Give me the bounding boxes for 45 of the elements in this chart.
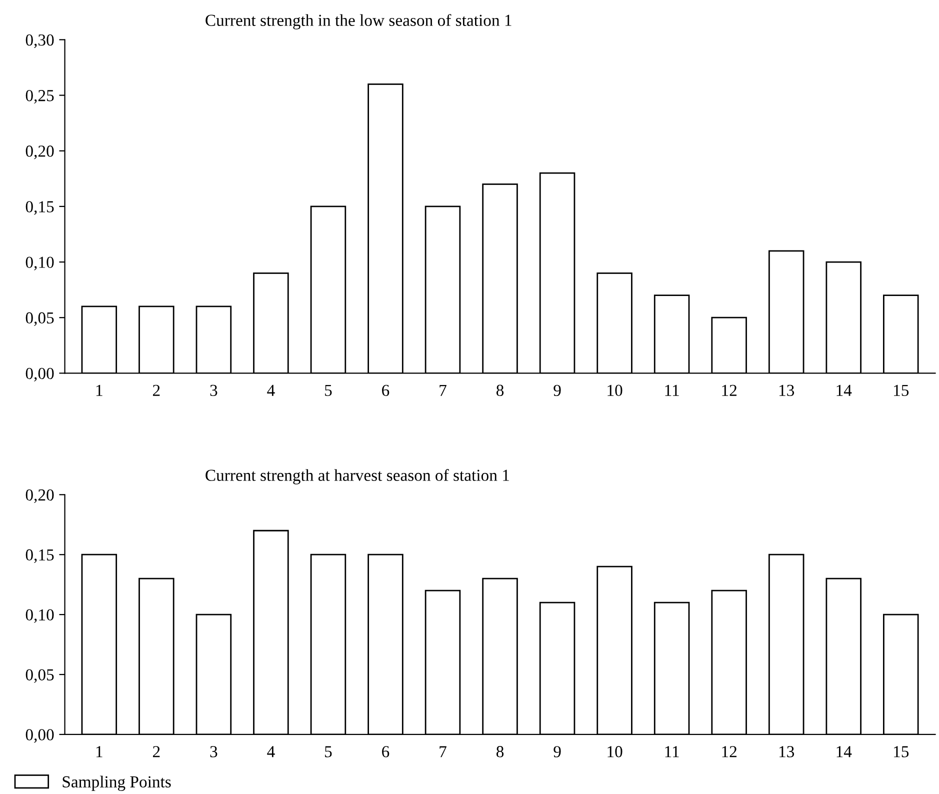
y-tick-label: 0,05 xyxy=(26,312,54,326)
x-tick-label: 9 xyxy=(554,384,561,396)
x-tick-label: 1 xyxy=(96,384,102,396)
y-tick-label: 0,25 xyxy=(26,90,54,104)
x-tick-label: 11 xyxy=(665,746,679,758)
x-tick-label: 4 xyxy=(267,746,275,758)
x-tick-label: 2 xyxy=(152,384,160,396)
x-tick-label: 8 xyxy=(496,746,504,758)
y-tick-label: 0,20 xyxy=(26,146,54,160)
x-tick-label: 3 xyxy=(210,746,218,758)
x-tick-label: 13 xyxy=(779,384,794,396)
y-tick-label: 0,30 xyxy=(26,34,54,48)
x-tick-label: 10 xyxy=(608,384,622,396)
x-tick-label: 8 xyxy=(496,384,504,396)
x-tick-label: 2 xyxy=(152,746,160,758)
y-tick-label: 0,10 xyxy=(26,609,54,623)
x-tick-label: 15 xyxy=(894,384,909,396)
x-tick-label: 5 xyxy=(325,746,332,758)
x-tick-label: 14 xyxy=(836,746,852,758)
x-tick-label: 6 xyxy=(382,384,390,396)
y-tick-label: 0,05 xyxy=(26,669,54,683)
x-tick-label: 4 xyxy=(267,384,275,396)
y-tick-label: 0,15 xyxy=(26,549,54,563)
x-tick-label: 7 xyxy=(440,384,446,396)
y-tick-label: 0,00 xyxy=(26,729,54,743)
y-tick-label: 0,20 xyxy=(26,489,54,504)
x-tick-label: 10 xyxy=(608,746,622,758)
chart-title: Current strength at harvest season of station 1 xyxy=(206,469,509,484)
x-tick-label: 9 xyxy=(554,746,561,758)
x-tick-label: 13 xyxy=(779,746,794,758)
x-tick-label: 11 xyxy=(665,384,679,396)
x-tick-label: 7 xyxy=(440,746,446,758)
chart-title: Current strength in the low season of station 1 xyxy=(206,14,512,30)
x-tick-label: 5 xyxy=(325,384,332,396)
x-tick-label: 12 xyxy=(722,746,736,758)
y-tick-label: 0,10 xyxy=(26,256,54,270)
x-tick-label: 14 xyxy=(836,384,852,396)
x-tick-label: 12 xyxy=(722,384,736,396)
legend-label: Sampling Points xyxy=(62,776,171,791)
x-tick-label: 3 xyxy=(210,384,218,396)
y-tick-label: 0,15 xyxy=(26,201,54,215)
y-tick-label: 0,00 xyxy=(26,368,54,382)
x-tick-label: 15 xyxy=(894,746,909,758)
x-tick-label: 1 xyxy=(96,746,102,758)
x-tick-label: 6 xyxy=(382,746,390,758)
